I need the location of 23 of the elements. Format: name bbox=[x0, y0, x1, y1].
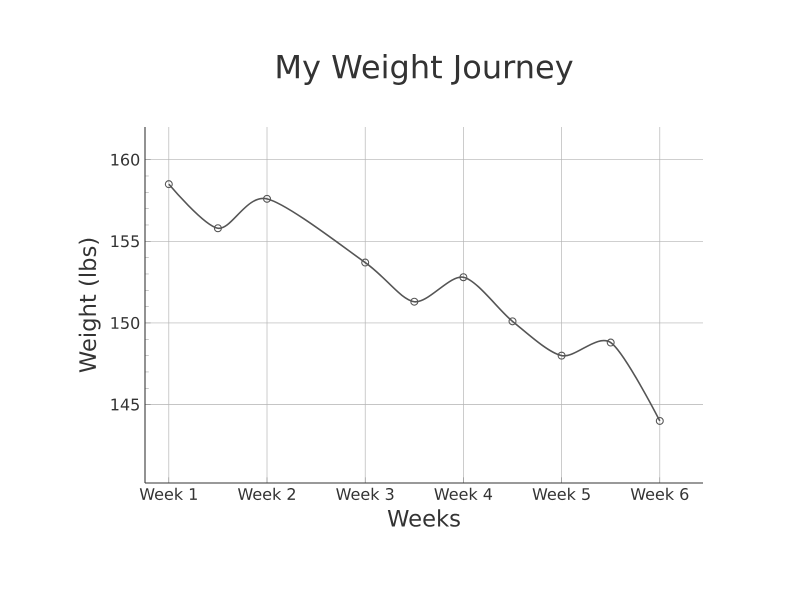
point bbox=[459, 273, 468, 282]
point bbox=[558, 352, 566, 360]
x-tick-label: Week 5 bbox=[532, 488, 590, 500]
point bbox=[508, 317, 517, 326]
y-axis-title: Weight (lbs) bbox=[78, 238, 101, 372]
point bbox=[263, 194, 272, 203]
chart-title: My Weight Journey bbox=[278, 54, 573, 85]
y-tick-label: 160 bbox=[112, 154, 140, 166]
y-tick-label: 150 bbox=[112, 316, 140, 330]
x-tick-label: Week 2 bbox=[238, 488, 295, 500]
x-tick-label: Week 6 bbox=[630, 488, 688, 500]
x-tick-label: Week 1 bbox=[140, 488, 197, 500]
point bbox=[606, 338, 615, 347]
point bbox=[214, 224, 222, 232]
x-tick-label: Week 3 bbox=[336, 488, 394, 500]
point bbox=[656, 416, 664, 425]
point bbox=[361, 258, 370, 267]
point bbox=[164, 180, 173, 188]
x-axis-title: Weeks bbox=[388, 509, 460, 527]
y-tick-label: 155 bbox=[112, 235, 139, 248]
point bbox=[410, 298, 418, 306]
x-tick-label: Week 4 bbox=[434, 488, 492, 500]
y-tick-label: 145 bbox=[112, 398, 139, 411]
